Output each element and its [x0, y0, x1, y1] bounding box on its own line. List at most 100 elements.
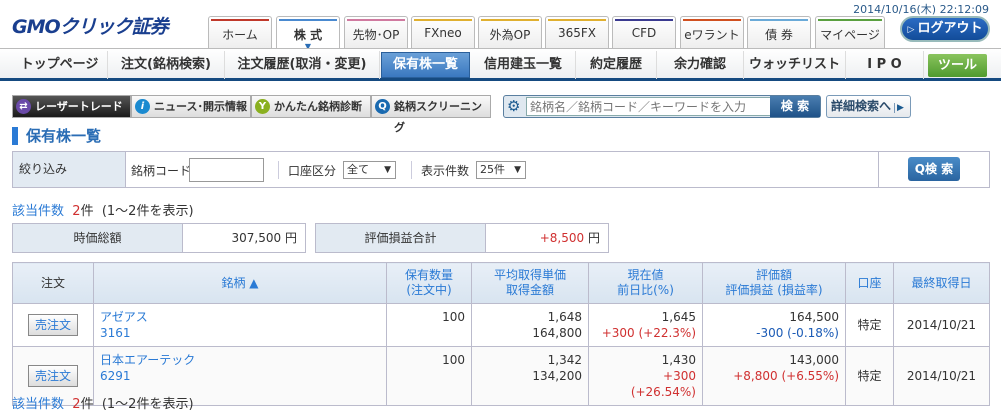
- subnav-order[interactable]: 注文(銘柄検索): [108, 51, 225, 79]
- unit: 円: [284, 231, 297, 245]
- valuation: 143,000: [789, 353, 839, 367]
- stock-name-link[interactable]: 日本エアーテック: [100, 353, 196, 367]
- tab-label: 債 券: [765, 28, 793, 42]
- sprout-icon: Y: [255, 99, 270, 114]
- header-price[interactable]: 現在値 前日比(%): [588, 262, 703, 304]
- active-caret-icon: ▼: [304, 42, 312, 51]
- tab-color-bar: [481, 19, 539, 21]
- avg-price: 1,648: [547, 310, 582, 324]
- count-range: (1～2件を表示): [101, 204, 194, 219]
- market-value-box: 時価総額 307,500 円: [12, 223, 306, 253]
- tab-cfd[interactable]: CFD: [612, 16, 676, 48]
- table-header: 注文 銘柄 ▲ 保有数量 (注文中) 平均取得単価 取得金額 現在値 前日比(%…: [12, 262, 990, 304]
- tab-label: 先物･OP: [352, 28, 400, 42]
- tab-label: 外為OP: [489, 28, 531, 42]
- tab-label: マイページ: [820, 28, 880, 42]
- tab-color-bar: [683, 19, 741, 21]
- button-label: 詳細検索へ: [831, 99, 892, 113]
- stock-diagnosis-button[interactable]: Y かんたん銘柄診断: [251, 95, 371, 118]
- detail-search-button[interactable]: 詳細検索へ ▶: [826, 95, 911, 118]
- account-type-select[interactable]: 全て ▼: [343, 161, 396, 179]
- stock-code: 6291: [100, 369, 131, 383]
- result-count: 該当件数 2件 (1～2件を表示): [12, 200, 194, 219]
- news-button[interactable]: i ニュース･開示情報: [131, 95, 251, 118]
- header-account[interactable]: 口座: [845, 262, 894, 304]
- header-order: 注文: [12, 262, 94, 304]
- divider: [411, 161, 412, 179]
- tab-label: 株 式: [293, 28, 323, 42]
- count-range: (1～2件を表示): [101, 397, 194, 412]
- tab-fx-op[interactable]: 外為OP: [478, 16, 542, 48]
- table-row: 売注文 アゼアス 3161 100 1,648 164,800 1,645 +300 …: [12, 303, 990, 347]
- tab-color-bar: [211, 19, 269, 21]
- cost: 164,800: [532, 326, 582, 340]
- subnav-order-history[interactable]: 注文履歴(取消・変更): [225, 51, 380, 79]
- tab-ewarrant[interactable]: eワラント: [680, 16, 744, 48]
- stock-search-button[interactable]: 検 索: [770, 96, 820, 117]
- subnav-buying-power[interactable]: 余力確認: [657, 51, 744, 79]
- sell-order-button[interactable]: 売注文: [28, 365, 78, 387]
- count-unit: 件: [80, 397, 94, 412]
- table-row: 売注文 日本エアーテック 6291 100 1,342 134,200 1,430 +…: [12, 346, 990, 406]
- subnav-top-page[interactable]: トップページ: [12, 51, 108, 79]
- account-type-label: 口座区分: [288, 164, 337, 178]
- sub-navigation: [0, 48, 1001, 81]
- tab-bonds[interactable]: 債 券: [747, 16, 811, 48]
- filter-search-button[interactable]: Q検 索: [908, 157, 960, 181]
- sell-order-button[interactable]: 売注文: [28, 314, 78, 336]
- last-acquired-date: 2014/10/21: [893, 303, 990, 347]
- tab-fxneo[interactable]: FXneo: [411, 16, 475, 48]
- last-acquired-date: 2014/10/21: [893, 346, 990, 406]
- filter-panel: 絞り込み 銘柄コード 口座区分 全て ▼ 表示件数 25件 ▼: [12, 151, 990, 188]
- tab-futures-op[interactable]: 先物･OP: [344, 16, 408, 48]
- stock-search-input[interactable]: [526, 97, 772, 116]
- header-valuation[interactable]: 評価額 評価損益 (損益率): [702, 262, 846, 304]
- cost: 134,200: [532, 369, 582, 383]
- dropdown-arrow-icon: ▼: [384, 165, 391, 175]
- gear-icon[interactable]: ⚙: [507, 97, 521, 115]
- valuation: 164,500: [789, 310, 839, 324]
- tab-365fx[interactable]: 365FX: [545, 16, 609, 48]
- subnav-ipo[interactable]: I P O: [846, 51, 924, 79]
- tab-home[interactable]: ホーム: [208, 16, 272, 48]
- screening-button[interactable]: Q 銘柄スクリーニング: [371, 95, 491, 134]
- page-title: 保有株一覧: [12, 127, 101, 145]
- divider: [278, 161, 279, 179]
- pl-total: +8,500 円: [486, 224, 608, 252]
- header-stock[interactable]: 銘柄 ▲: [93, 262, 387, 304]
- header-quantity[interactable]: 保有数量 (注文中): [386, 262, 472, 304]
- caret-right-icon: ▶: [894, 103, 904, 113]
- stock-name-link[interactable]: アゼアス: [100, 310, 148, 324]
- count-label: 該当件数: [12, 397, 65, 412]
- select-value: 全て: [347, 163, 369, 176]
- stock-code-input[interactable]: [189, 158, 264, 182]
- subnav-watchlist[interactable]: ウォッチリスト: [744, 51, 846, 79]
- subnav-holdings[interactable]: 保有株一覧: [381, 52, 470, 78]
- subnav-executions[interactable]: 約定履歴: [576, 51, 657, 79]
- info-icon: i: [135, 99, 150, 114]
- subnav-margin-positions[interactable]: 信用建玉一覧: [471, 51, 576, 79]
- tab-label: FXneo: [424, 26, 462, 40]
- swap-icon: ⇄: [16, 99, 31, 114]
- magnifier-icon: Q: [375, 99, 390, 114]
- tab-stocks[interactable]: 株 式 ▼: [276, 16, 340, 51]
- filter-label: 絞り込み: [13, 152, 126, 187]
- gmo-click-logo[interactable]: GMOクリック証券: [12, 16, 169, 38]
- unit: 円: [587, 231, 600, 245]
- count-unit: 件: [80, 204, 94, 219]
- tools-button[interactable]: ツール: [928, 54, 987, 77]
- tab-mypage[interactable]: マイページ: [815, 16, 885, 48]
- current-price: 1,430: [661, 353, 696, 367]
- logout-label: ログアウト: [917, 21, 983, 36]
- tab-color-bar: [279, 19, 337, 21]
- divider: [878, 152, 879, 187]
- search-icon: Q: [914, 162, 925, 176]
- avg-price: 1,342: [547, 353, 582, 367]
- count-number: 2: [72, 204, 81, 219]
- header-avg-price[interactable]: 平均取得単価 取得金額: [471, 262, 589, 304]
- display-count-select[interactable]: 25件 ▼: [476, 161, 526, 179]
- header-last-date[interactable]: 最終取得日: [893, 262, 990, 304]
- laser-trade-button[interactable]: ⇄ レーザートレード: [12, 95, 131, 118]
- logout-button[interactable]: ▷ ログアウト: [900, 16, 990, 42]
- quantity: 100: [386, 303, 472, 347]
